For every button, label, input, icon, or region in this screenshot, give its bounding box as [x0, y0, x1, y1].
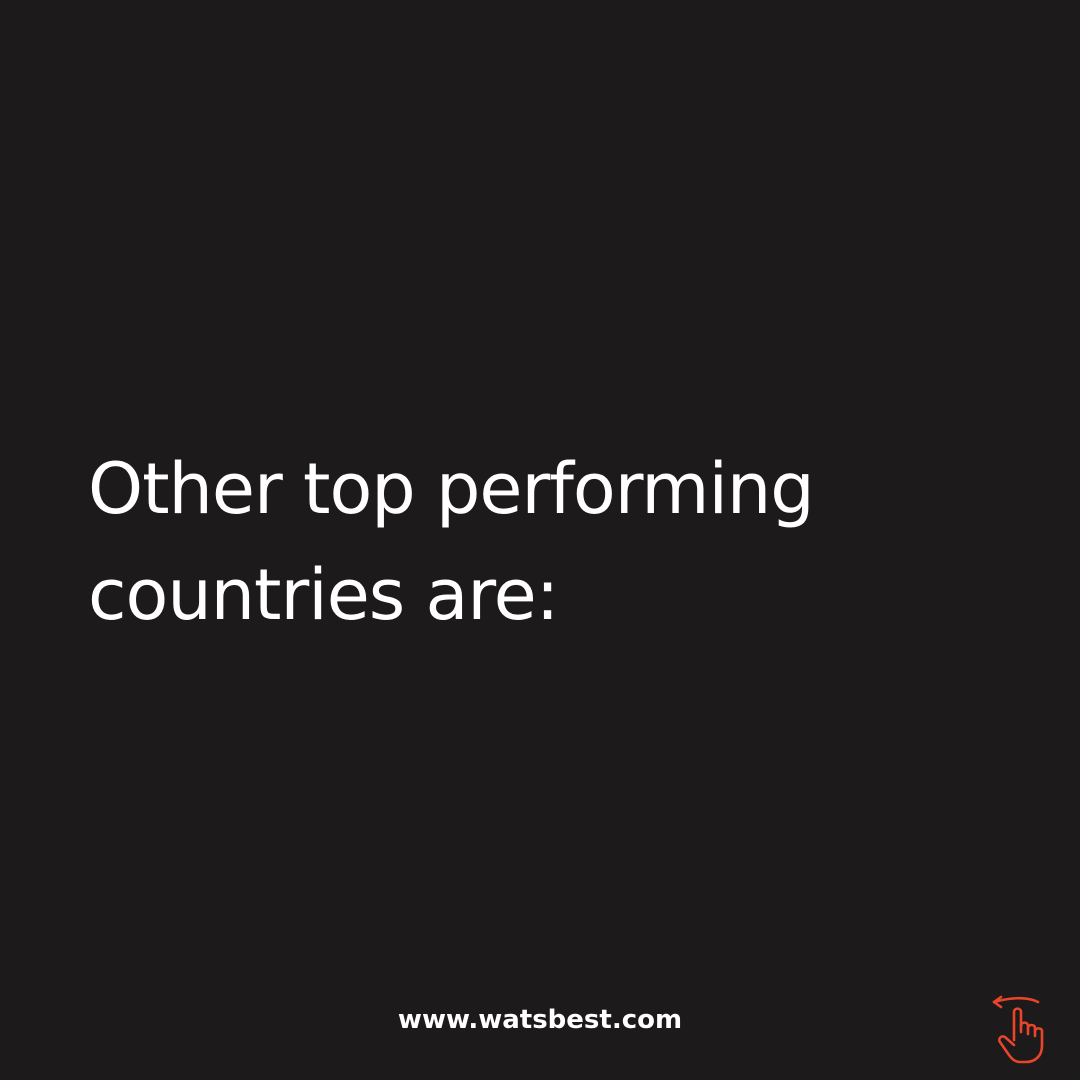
swipe-left-hand-icon[interactable] — [984, 990, 1064, 1070]
headline-line-1: Other top performing — [88, 448, 815, 530]
headline: Other top performing countries are: — [88, 436, 988, 648]
website-link[interactable]: www.watsbest.com — [397, 1005, 683, 1035]
headline-line-2: countries are: — [88, 554, 559, 636]
